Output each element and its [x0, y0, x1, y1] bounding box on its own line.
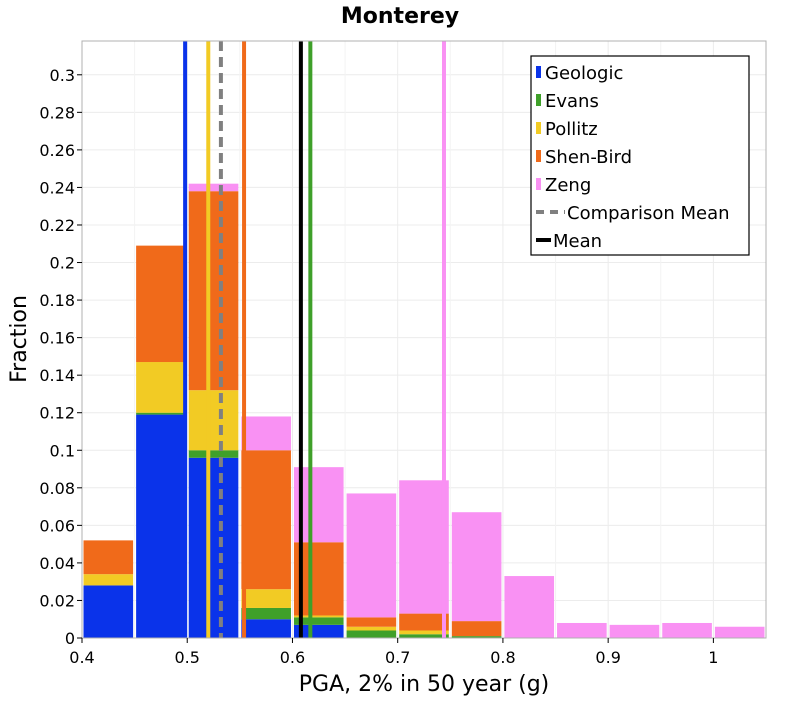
x-tick-label: 1	[708, 648, 718, 667]
bar-pollitz-0.45	[136, 362, 186, 413]
x-tick-label: 0.5	[175, 648, 200, 667]
bar-geologic-0.40	[83, 585, 134, 638]
bar-zeng-0.55	[241, 416, 291, 451]
x-tick-label: 0.8	[490, 648, 515, 667]
legend-label: Mean	[553, 231, 602, 252]
x-axis-ticks: 0.4 0.5 0.6 0.7 0.8 0.9 1	[69, 638, 718, 667]
bar-shen-bird-0.55	[241, 450, 291, 590]
bar-evans-0.70	[399, 634, 449, 638]
y-tick-label: 0	[65, 629, 75, 648]
y-tick-label: 0.12	[39, 404, 75, 423]
bar-shen-bird-0.65	[346, 617, 397, 627]
bar-zeng-0.75	[451, 512, 502, 622]
bar-zeng-0.85	[557, 622, 607, 638]
bar-evans-0.60	[293, 617, 344, 625]
bar-pollitz-0.50	[188, 390, 239, 451]
bar-evans-0.50	[188, 450, 239, 458]
bar-evans-0.65	[346, 630, 397, 638]
y-tick-label: 0.1	[50, 441, 75, 460]
bar-zeng-0.95	[662, 622, 712, 638]
bar-pollitz-0.40	[83, 574, 134, 586]
legend-label: Geologic	[545, 63, 623, 84]
bar-shen-bird-0.50	[188, 191, 239, 391]
y-tick-label: 0.18	[39, 291, 75, 310]
bar-zeng-0.65	[346, 493, 397, 618]
chart-title: Monterey	[341, 4, 459, 29]
bar-evans-0.55	[241, 607, 291, 620]
bar-zeng-0.70	[399, 480, 449, 614]
legend-label: Comparison Mean	[567, 203, 730, 224]
y-tick-label: 0.26	[39, 141, 75, 160]
y-tick-label: 0.16	[39, 329, 75, 348]
y-axis-ticks: 0 0.02 0.04 0.06 0.08 0.1 0.12 0.14 0.16 0.18 0.2 0…	[39, 66, 82, 648]
bar-zeng-0.50	[188, 183, 239, 192]
y-axis-label: Fraction	[7, 295, 32, 383]
legend-label: Evans	[545, 91, 599, 112]
x-tick-label: 0.4	[69, 648, 94, 667]
x-tick-label: 0.6	[280, 648, 305, 667]
x-axis-label: PGA, 2% in 50 year (g)	[299, 672, 550, 697]
y-tick-label: 0.08	[39, 479, 75, 498]
plot-frame	[81, 40, 767, 639]
bar-pollitz-0.70	[399, 630, 449, 635]
legend-label: Shen-Bird	[545, 147, 632, 168]
legend-swatch	[536, 178, 541, 190]
bar-zeng-0.90	[609, 624, 660, 638]
bar-pollitz-0.60	[293, 615, 344, 618]
bar-geologic-0.60	[293, 624, 344, 638]
bar-pollitz-0.65	[346, 626, 397, 631]
legend-box	[530, 55, 750, 256]
legend-swatch	[536, 94, 541, 106]
bar-shen-bird-0.40	[83, 540, 134, 575]
y-tick-label: 0.3	[50, 66, 75, 85]
bar-zeng-1.00	[714, 626, 765, 638]
legend-swatch	[536, 66, 541, 78]
bar-evans-0.45	[136, 412, 186, 415]
y-tick-label: 0.06	[39, 516, 75, 535]
bar-geologic-0.45	[136, 414, 186, 638]
bar-pollitz-0.55	[241, 589, 291, 608]
legend-swatch	[536, 150, 541, 162]
y-tick-label: 0.28	[39, 103, 75, 122]
x-tick-label: 0.7	[385, 648, 410, 667]
y-tick-label: 0.02	[39, 591, 75, 610]
bars-group	[83, 183, 765, 638]
legend-label: Zeng	[545, 175, 591, 196]
legend: Geologic Evans Pollitz Shen-Bird Zeng Compari…	[530, 55, 750, 256]
bar-geologic-0.50	[188, 457, 239, 638]
y-tick-label: 0.04	[39, 554, 75, 573]
legend-swatch	[536, 122, 541, 134]
x-tick-label: 0.9	[595, 648, 620, 667]
bar-shen-bird-0.45	[136, 245, 186, 363]
y-tick-label: 0.22	[39, 216, 75, 235]
mean-lines-group	[183, 41, 446, 638]
y-tick-label: 0.24	[39, 178, 75, 197]
y-tick-label: 0.14	[39, 366, 75, 385]
bar-geologic-0.55	[241, 619, 291, 638]
legend-label: Pollitz	[545, 119, 598, 140]
bar-evans-0.75	[451, 636, 502, 638]
y-tick-label: 0.2	[50, 254, 75, 273]
bar-shen-bird-0.70	[399, 613, 449, 631]
bar-zeng-0.80	[504, 576, 555, 638]
bar-shen-bird-0.75	[451, 621, 502, 637]
